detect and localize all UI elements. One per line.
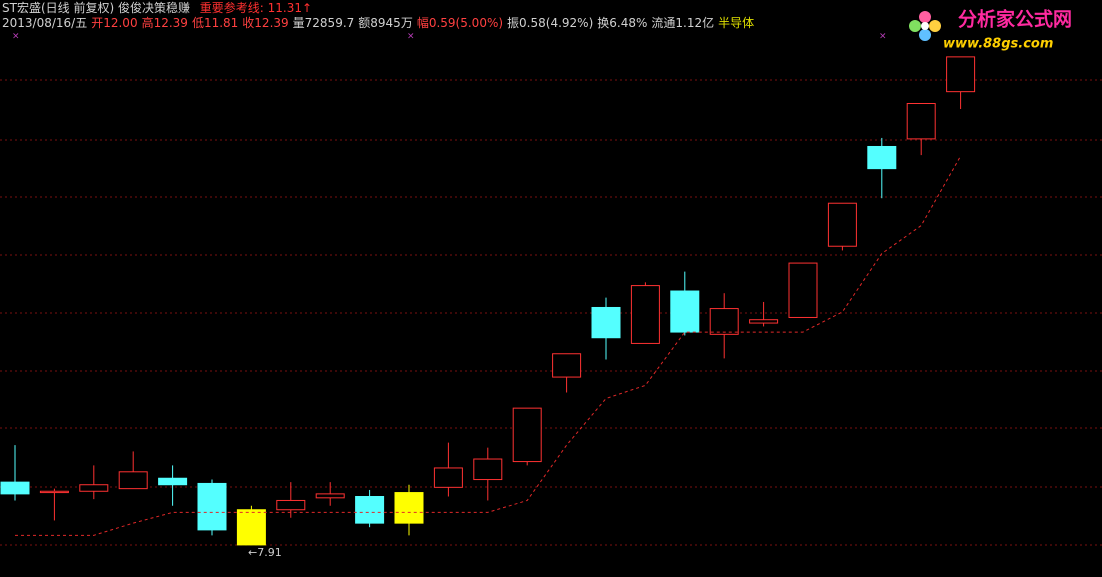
candle-body	[236, 509, 266, 546]
candle-body	[552, 353, 582, 378]
candle-body	[355, 496, 385, 524]
candle-body	[827, 202, 857, 247]
candle-body	[473, 458, 503, 481]
candle-body	[788, 262, 818, 318]
logo-url: www.88gs.com	[943, 37, 1053, 52]
candle-body	[670, 290, 700, 333]
candle-body	[946, 56, 976, 93]
candle-body	[709, 308, 739, 335]
markers: × × ×	[12, 32, 887, 42]
candle-body	[0, 481, 30, 495]
reference-text: 重要参考线: 11.31↑	[200, 0, 312, 15]
logo: 分析家公式网 www.88gs.com	[909, 8, 1072, 52]
marker: ×	[12, 32, 20, 42]
low-annotation: ←7.91	[248, 546, 282, 559]
logo-petal	[919, 29, 931, 41]
candle-body	[867, 145, 897, 170]
info-item: 振0.58(4.92%)	[507, 16, 593, 30]
info-item: 高12.39	[142, 15, 188, 30]
candle-body	[276, 499, 306, 511]
candle-body	[315, 493, 345, 499]
grid	[0, 79, 1102, 546]
candle-body	[39, 490, 69, 494]
title: ST宏盛(日线 前复权) 俊俊决策稳赚	[2, 0, 190, 15]
candle-body	[118, 471, 148, 490]
candle-body	[630, 285, 660, 344]
reference-line	[15, 155, 962, 536]
candle-body	[197, 482, 227, 531]
logo-petal	[909, 20, 921, 32]
logo-text: 分析家公式网	[958, 8, 1072, 31]
marker: ×	[407, 32, 415, 42]
candle-body	[433, 467, 463, 488]
candle-body	[749, 319, 779, 324]
candle-body	[591, 306, 621, 339]
marker: ×	[879, 32, 887, 42]
candle-body	[158, 477, 188, 486]
info-item: 收12.39	[242, 16, 288, 30]
info-item: 低11.81	[192, 16, 238, 30]
logo-petal	[929, 20, 941, 32]
candle-body	[512, 407, 542, 463]
info-item: 换6.48%	[597, 16, 647, 30]
candle-body	[79, 484, 109, 492]
candle-body	[906, 103, 936, 140]
info-item: 半导体	[718, 16, 754, 30]
info-item: 额8945万	[358, 16, 413, 30]
logo-center	[921, 22, 929, 30]
logo-petal	[919, 11, 931, 23]
info-item: 流通1.12亿	[651, 15, 714, 30]
candle-body	[394, 492, 424, 524]
info-line: 2013/08/16/五 开12.00 高12.39 低11.81 收12.39 量728…	[2, 15, 754, 30]
info-item: 幅0.59(5.00%)	[417, 15, 503, 30]
chart-title: ST宏盛(日线 前复权) 俊俊决策稳赚 重要参考线: 11.31↑	[2, 0, 312, 15]
info-item: 2013/08/16/五	[2, 16, 87, 30]
info-item: 开12.00	[91, 16, 137, 30]
info-item: 量72859.7	[293, 16, 355, 30]
